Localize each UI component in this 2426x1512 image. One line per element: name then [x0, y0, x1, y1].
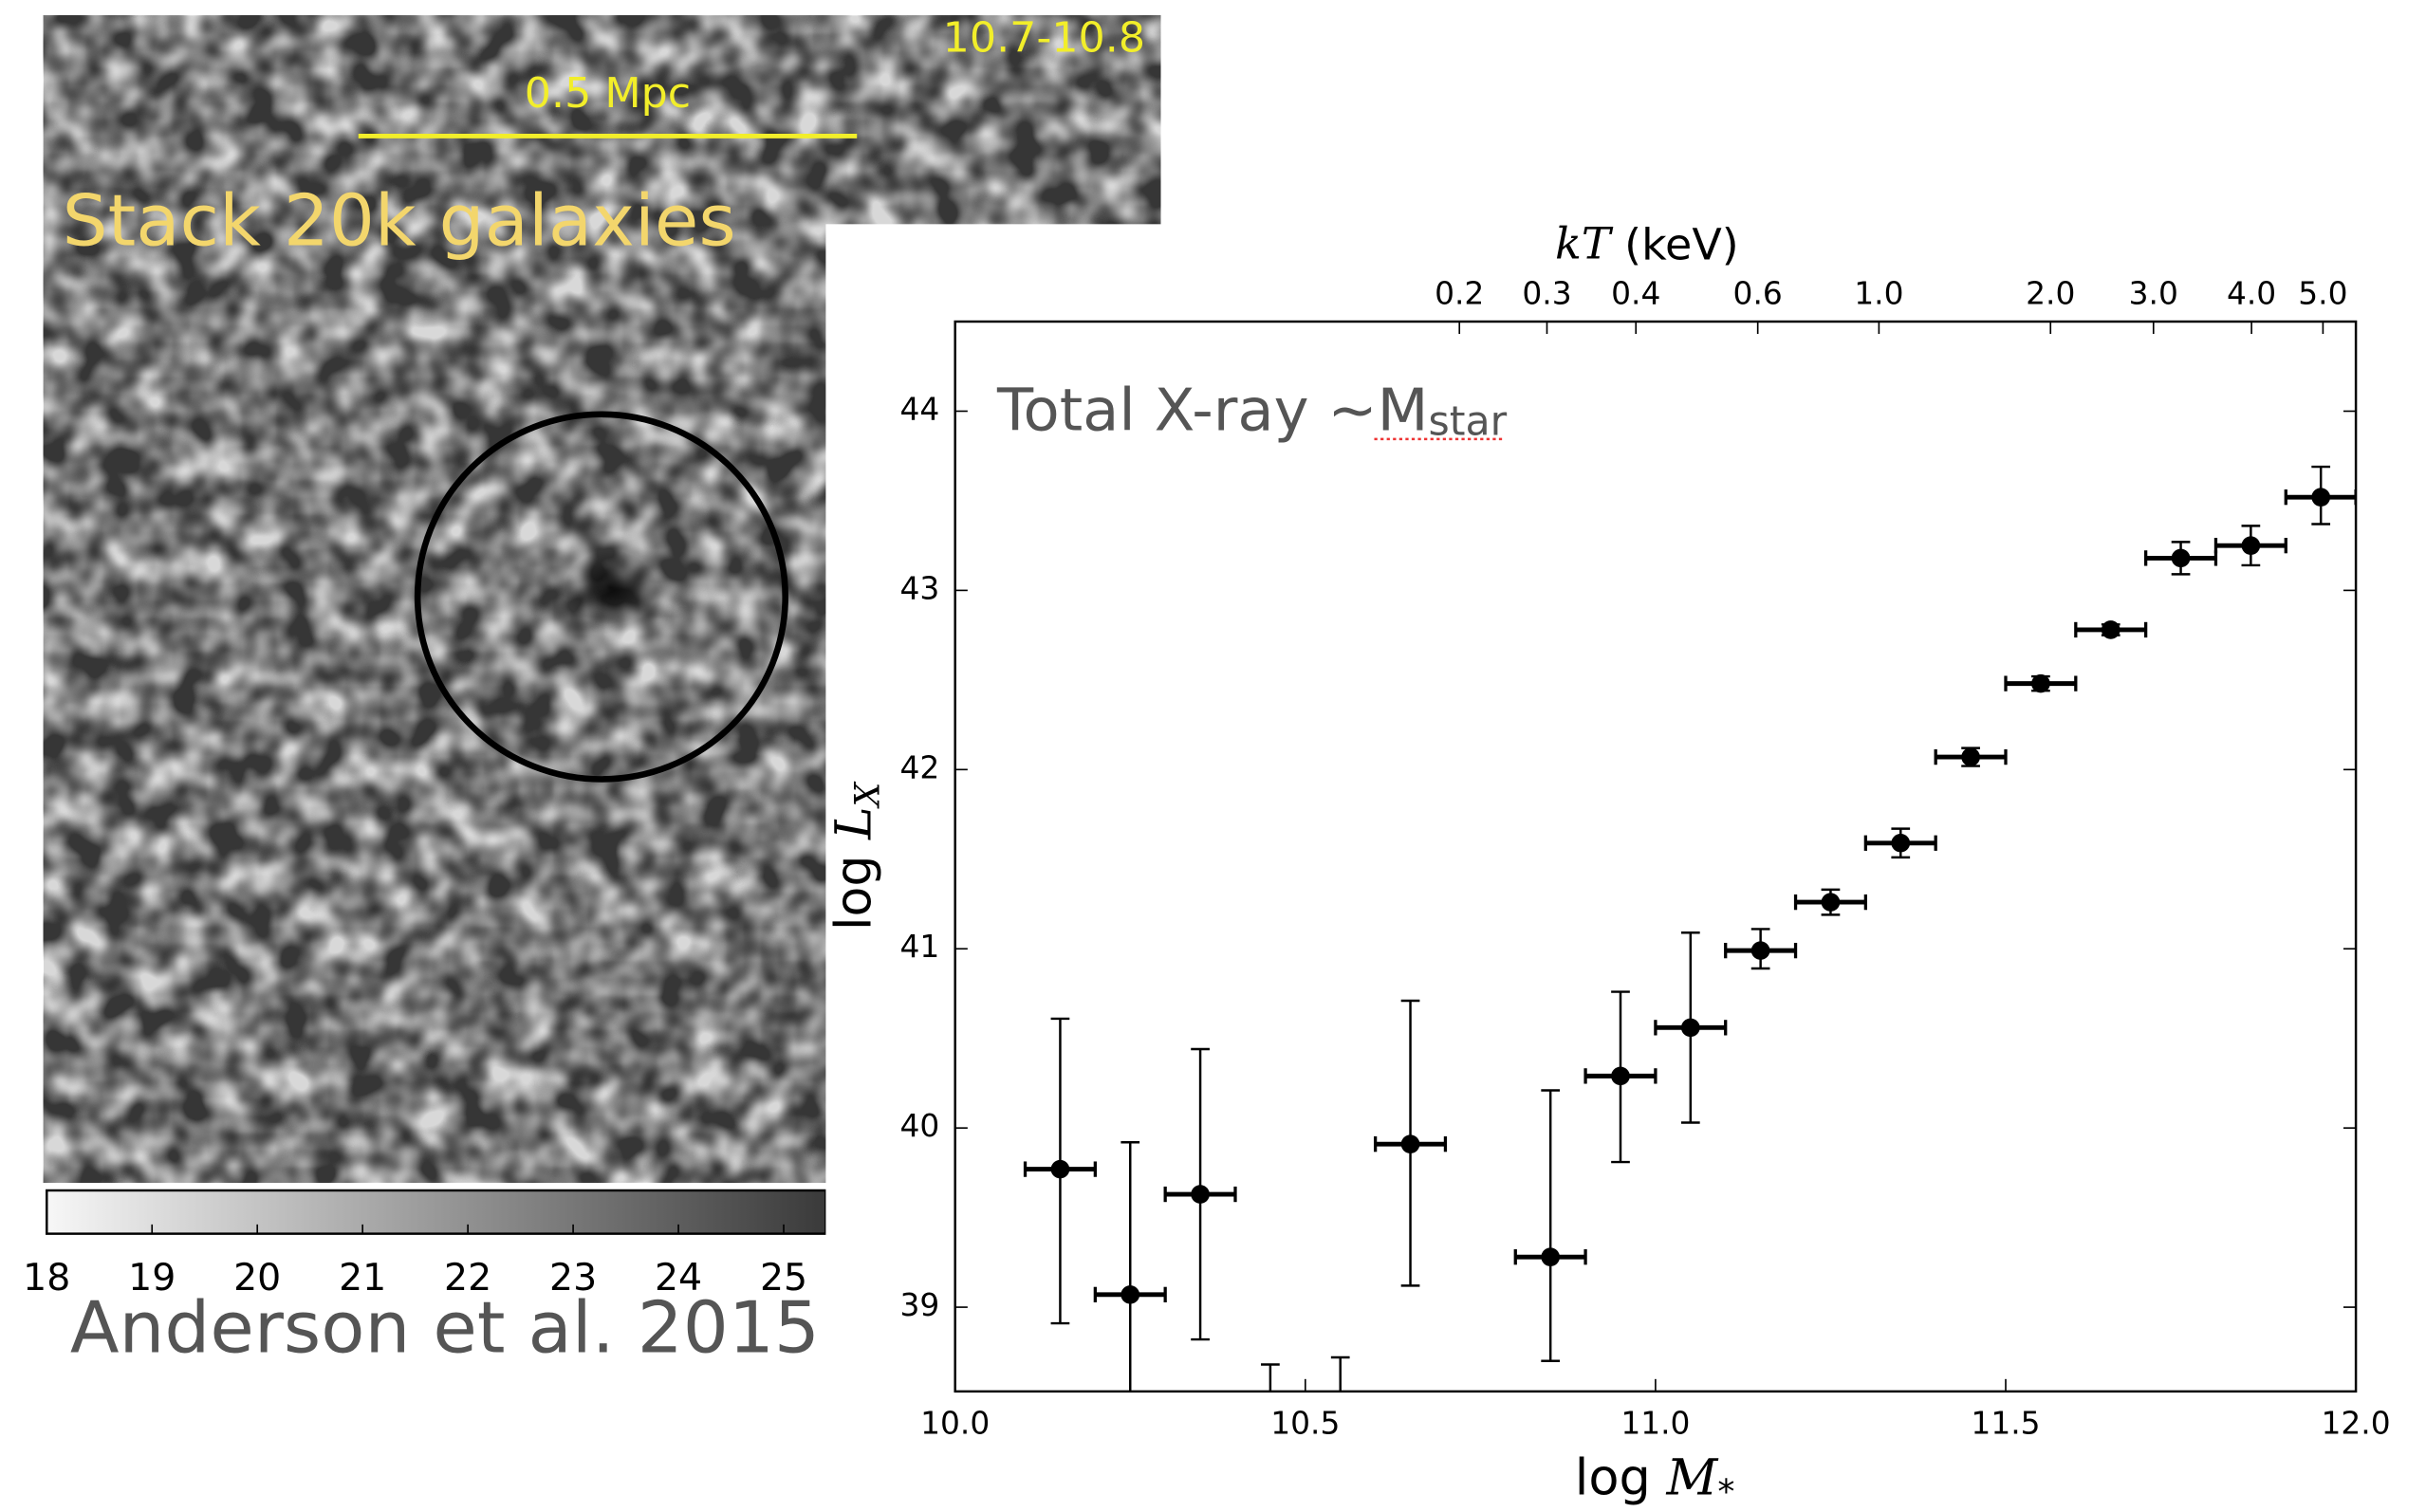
- y-tick-label: 39: [899, 1287, 939, 1323]
- data-points: [1023, 465, 2357, 1392]
- x2-tick-label: 0.2: [1435, 275, 1484, 311]
- x2-tick-label: 2.0: [2026, 275, 2075, 311]
- x-label-sub: *: [1717, 1473, 1734, 1512]
- x2-label-text: (keV): [1611, 218, 1739, 269]
- point: [2031, 673, 2050, 693]
- x2-tick-label: 0.3: [1522, 275, 1571, 311]
- colorbar-tick-label: 22: [444, 1257, 491, 1300]
- y-tick-label: 44: [899, 392, 939, 428]
- colorbar-tick-label: 25: [760, 1257, 807, 1300]
- x-tick-label: 11.5: [1971, 1406, 2040, 1442]
- x-label-var: M: [1666, 1448, 1719, 1506]
- point: [1120, 1285, 1140, 1304]
- colorbar-tick-label: 21: [339, 1257, 386, 1300]
- point: [1400, 1134, 1420, 1153]
- x2-label-var: kT: [1555, 218, 1614, 269]
- y-tick-label: 43: [899, 570, 939, 606]
- x2-tick-label: 4.0: [2227, 275, 2276, 311]
- plot-frame: [954, 320, 2358, 1393]
- source-blob: [564, 550, 658, 625]
- colorbar-scale: [46, 1189, 827, 1235]
- y-label-sub: X: [848, 781, 887, 809]
- point: [1541, 1247, 1561, 1266]
- y-tick-label: 40: [899, 1108, 939, 1144]
- x-tick-label: 12.0: [2322, 1406, 2391, 1442]
- point: [1750, 941, 1770, 960]
- point: [1961, 747, 1980, 766]
- y-tick-label: 42: [899, 749, 939, 785]
- plot: 39 40 41 42 43 44 10.0 10.5 11.0 11.5 12.0 0.2 0.3 0.…: [899, 275, 2391, 1442]
- point: [1050, 1159, 1070, 1179]
- x-tick-label: 11.0: [1620, 1406, 1690, 1442]
- point: [1891, 833, 1911, 853]
- colorbar-tick-label: 19: [128, 1257, 176, 1300]
- point: [2311, 488, 2331, 507]
- point: [2101, 620, 2120, 639]
- chart-panel: [825, 224, 2426, 1512]
- annotation: Total X-ray ~Mstar: [996, 376, 1508, 445]
- x2-tick-label: 5.0: [2298, 275, 2347, 311]
- x2-label: kT (keV): [1555, 218, 1739, 269]
- point: [1611, 1066, 1630, 1086]
- caption: Stack 20k galaxies: [63, 179, 736, 263]
- scale-bar-label: 0.5 Mpc: [525, 69, 691, 118]
- x2-tick-label: 1.0: [1854, 275, 1903, 311]
- annotation-text: Total X-ray ~M: [996, 376, 1428, 445]
- x-tick-label: 10.5: [1270, 1406, 1340, 1442]
- colorbar-tick-label: 18: [23, 1257, 70, 1300]
- colorbar-tick-label: 23: [549, 1257, 597, 1300]
- point: [1680, 1018, 1700, 1038]
- point: [1191, 1185, 1210, 1204]
- mass-range: 10.7-10.8: [943, 13, 1145, 62]
- aperture-circle: [414, 411, 788, 783]
- y-label: log LX: [824, 781, 887, 931]
- y-label-text: log: [824, 839, 882, 931]
- colorbar: 18 19 20 21 22 23 24 25: [23, 1189, 827, 1300]
- x-label-text: log: [1575, 1449, 1667, 1507]
- colorbar-tick-label: 20: [233, 1257, 281, 1300]
- annotation-sub: star: [1428, 398, 1507, 445]
- y-label-var: L: [824, 806, 882, 840]
- x2-tick-label: 0.4: [1611, 275, 1660, 311]
- y-tick-label: 41: [899, 929, 939, 965]
- x2-tick-label: 3.0: [2129, 275, 2178, 311]
- x-tick-label: 10.0: [920, 1406, 990, 1442]
- x-label: log M*: [1575, 1448, 1735, 1511]
- point: [2241, 536, 2261, 555]
- point: [1821, 893, 1841, 912]
- credit: Anderson et al. 2015: [70, 1286, 820, 1370]
- x2-tick-label: 0.6: [1733, 275, 1783, 311]
- colorbar-tick-label: 24: [655, 1257, 702, 1300]
- point: [2171, 548, 2191, 568]
